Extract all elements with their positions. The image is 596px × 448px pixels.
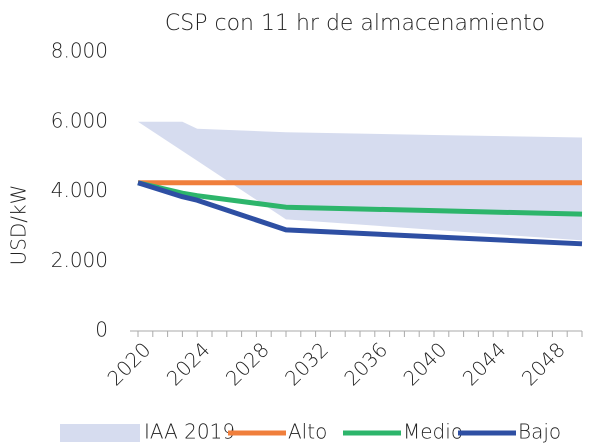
x-tick-label: 2036 [339, 337, 392, 390]
x-tick-label: 2044 [458, 337, 511, 390]
x-tick-label: 2024 [162, 337, 215, 390]
x-tick-label: 2020 [102, 337, 155, 390]
y-tick-label: 2.000 [51, 248, 108, 272]
series-line [137, 180, 583, 217]
series-line [137, 180, 583, 247]
legend-label: Bajo [518, 420, 561, 444]
y-axis-label: USD/kW [7, 185, 31, 266]
y-tick-label: 0 [95, 318, 108, 342]
y-tick-label: 4.000 [51, 178, 108, 202]
y-tick-label: 8.000 [51, 39, 108, 63]
x-tick-label: 2040 [398, 337, 451, 390]
legend-label: IAA 2019 [144, 420, 235, 444]
y-tick-label: 6.000 [51, 108, 108, 132]
chart-title: CSP con 11 hr de almacenamiento [165, 11, 545, 36]
x-tick-label: 2032 [280, 337, 333, 390]
x-tick-label: 2048 [517, 337, 570, 390]
legend-label: Medio [403, 420, 463, 444]
legend-swatch [60, 424, 140, 442]
x-tick-label: 2028 [221, 337, 274, 390]
legend-label: Alto [288, 420, 327, 444]
